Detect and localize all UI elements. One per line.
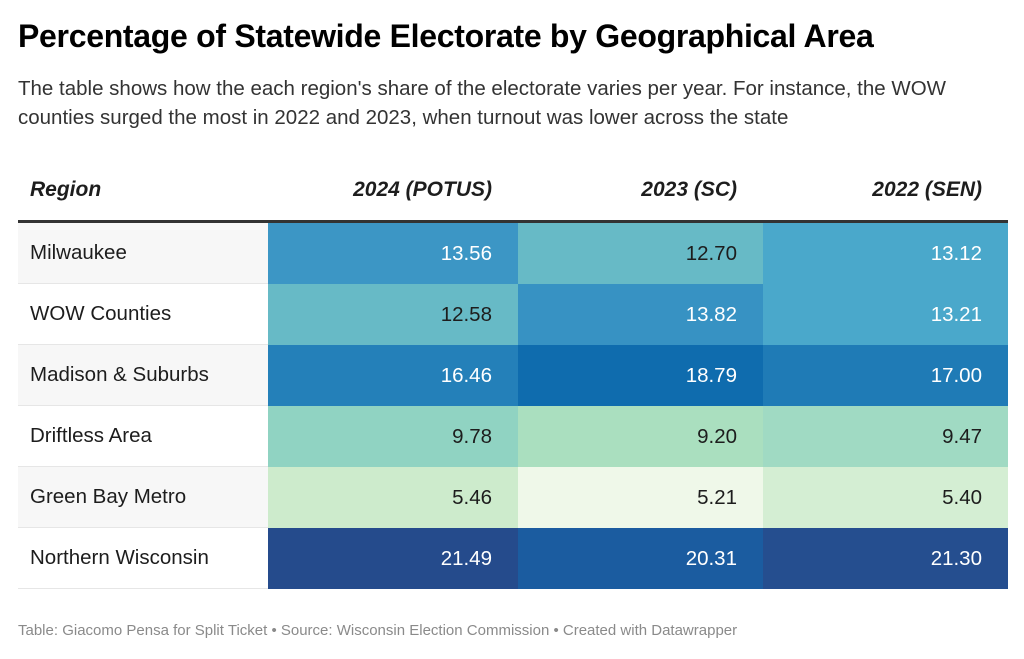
value-cell-2022: 9.47 xyxy=(763,406,1008,467)
value-cell-2022: 13.12 xyxy=(763,223,1008,284)
table-row: Driftless Area 9.78 9.20 9.47 xyxy=(18,406,1008,467)
value-cell-2023: 12.70 xyxy=(518,223,763,284)
value-cell-2022: 21.30 xyxy=(763,528,1008,589)
value-cell-2024: 9.78 xyxy=(268,406,518,467)
table-row: WOW Counties 12.58 13.82 13.21 xyxy=(18,284,1008,345)
region-cell: WOW Counties xyxy=(18,284,268,345)
value-cell-2024: 16.46 xyxy=(268,345,518,406)
column-header-2023[interactable]: 2023 (SC) xyxy=(641,178,737,201)
table-row: Milwaukee 13.56 12.70 13.12 xyxy=(18,223,1008,284)
region-cell: Milwaukee xyxy=(18,223,268,284)
table-row: Madison & Suburbs 16.46 18.79 17.00 xyxy=(18,345,1008,406)
value-cell-2022: 13.21 xyxy=(763,284,1008,345)
region-cell: Green Bay Metro xyxy=(18,467,268,528)
value-cell-2022: 17.00 xyxy=(763,345,1008,406)
value-cell-2023: 5.21 xyxy=(518,467,763,528)
region-cell: Driftless Area xyxy=(18,406,268,467)
value-cell-2023: 9.20 xyxy=(518,406,763,467)
chart-title: Percentage of Statewide Electorate by Ge… xyxy=(18,18,874,54)
chart-footer: Table: Giacomo Pensa for Split Ticket • … xyxy=(18,622,738,639)
value-cell-2024: 13.56 xyxy=(268,223,518,284)
table-body: Milwaukee 13.56 12.70 13.12 WOW Counties 12.5… xyxy=(18,223,1008,589)
table-row: Northern Wisconsin 21.49 20.31 21.30 xyxy=(18,528,1008,589)
region-cell: Northern Wisconsin xyxy=(18,528,268,589)
table-header: Region 2024 (POTUS) 2023 (SC) 2022 (SEN) xyxy=(18,160,1008,223)
value-cell-2023: 18.79 xyxy=(518,345,763,406)
data-table: Region 2024 (POTUS) 2023 (SC) 2022 (SEN)… xyxy=(18,160,1008,589)
value-cell-2023: 20.31 xyxy=(518,528,763,589)
value-cell-2024: 12.58 xyxy=(268,284,518,345)
table-row: Green Bay Metro 5.46 5.21 5.40 xyxy=(18,467,1008,528)
value-cell-2023: 13.82 xyxy=(518,284,763,345)
region-cell: Madison & Suburbs xyxy=(18,345,268,406)
column-header-2022[interactable]: 2022 (SEN) xyxy=(872,178,982,201)
column-header-region[interactable]: Region xyxy=(30,178,102,201)
value-cell-2024: 5.46 xyxy=(268,467,518,528)
value-cell-2022: 5.40 xyxy=(763,467,1008,528)
column-header-2024[interactable]: 2024 (POTUS) xyxy=(353,178,492,201)
chart-subtitle: The table shows how the each region's sh… xyxy=(18,77,947,129)
value-cell-2024: 21.49 xyxy=(268,528,518,589)
